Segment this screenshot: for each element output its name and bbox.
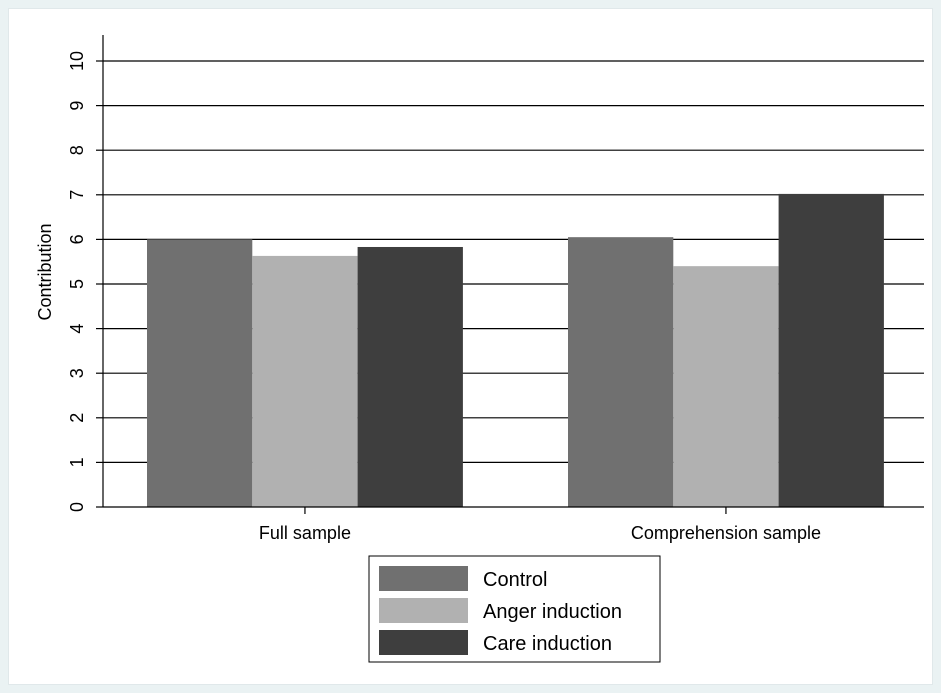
- y-tick-label: 8: [67, 145, 87, 155]
- y-tick-label: 6: [67, 234, 87, 244]
- bar-anger-induction-2: [673, 266, 779, 507]
- legend-swatch: [379, 566, 468, 591]
- x-tick-label: Comprehension sample: [631, 523, 821, 543]
- y-tick-label: 10: [67, 51, 87, 71]
- bars: [147, 193, 884, 508]
- bar-control-2: [568, 237, 674, 508]
- y-tick-label: 4: [67, 324, 87, 334]
- y-tick-label: 3: [67, 368, 87, 378]
- legend-label: Anger induction: [483, 601, 622, 623]
- y-tick-label: 1: [67, 457, 87, 467]
- axes: [102, 35, 924, 508]
- legend-label: Care induction: [483, 633, 612, 655]
- bar-control-1: [147, 239, 253, 507]
- y-tick-label: 9: [67, 101, 87, 111]
- bar-care-induction-1: [357, 246, 463, 507]
- legend-label: Control: [483, 569, 547, 591]
- bar-care-induction-2: [778, 193, 884, 507]
- x-tick-label: Full sample: [259, 523, 351, 543]
- x-tick-labels: Full sample Comprehension sample: [259, 507, 821, 543]
- legend-swatch: [379, 598, 468, 623]
- y-tick-label: 2: [67, 413, 87, 423]
- y-tick-labels: 0 1 2 3 4 5 6 7 8 9 10: [67, 51, 103, 512]
- y-tick-label: 7: [67, 190, 87, 200]
- legend: Control Anger induction Care induction: [368, 555, 661, 663]
- y-tick-label: 5: [67, 279, 87, 289]
- y-axis-title: Contribution: [35, 223, 55, 320]
- bar-anger-induction-1: [252, 255, 358, 507]
- legend-swatch: [379, 630, 468, 655]
- y-tick-label: 0: [67, 502, 87, 512]
